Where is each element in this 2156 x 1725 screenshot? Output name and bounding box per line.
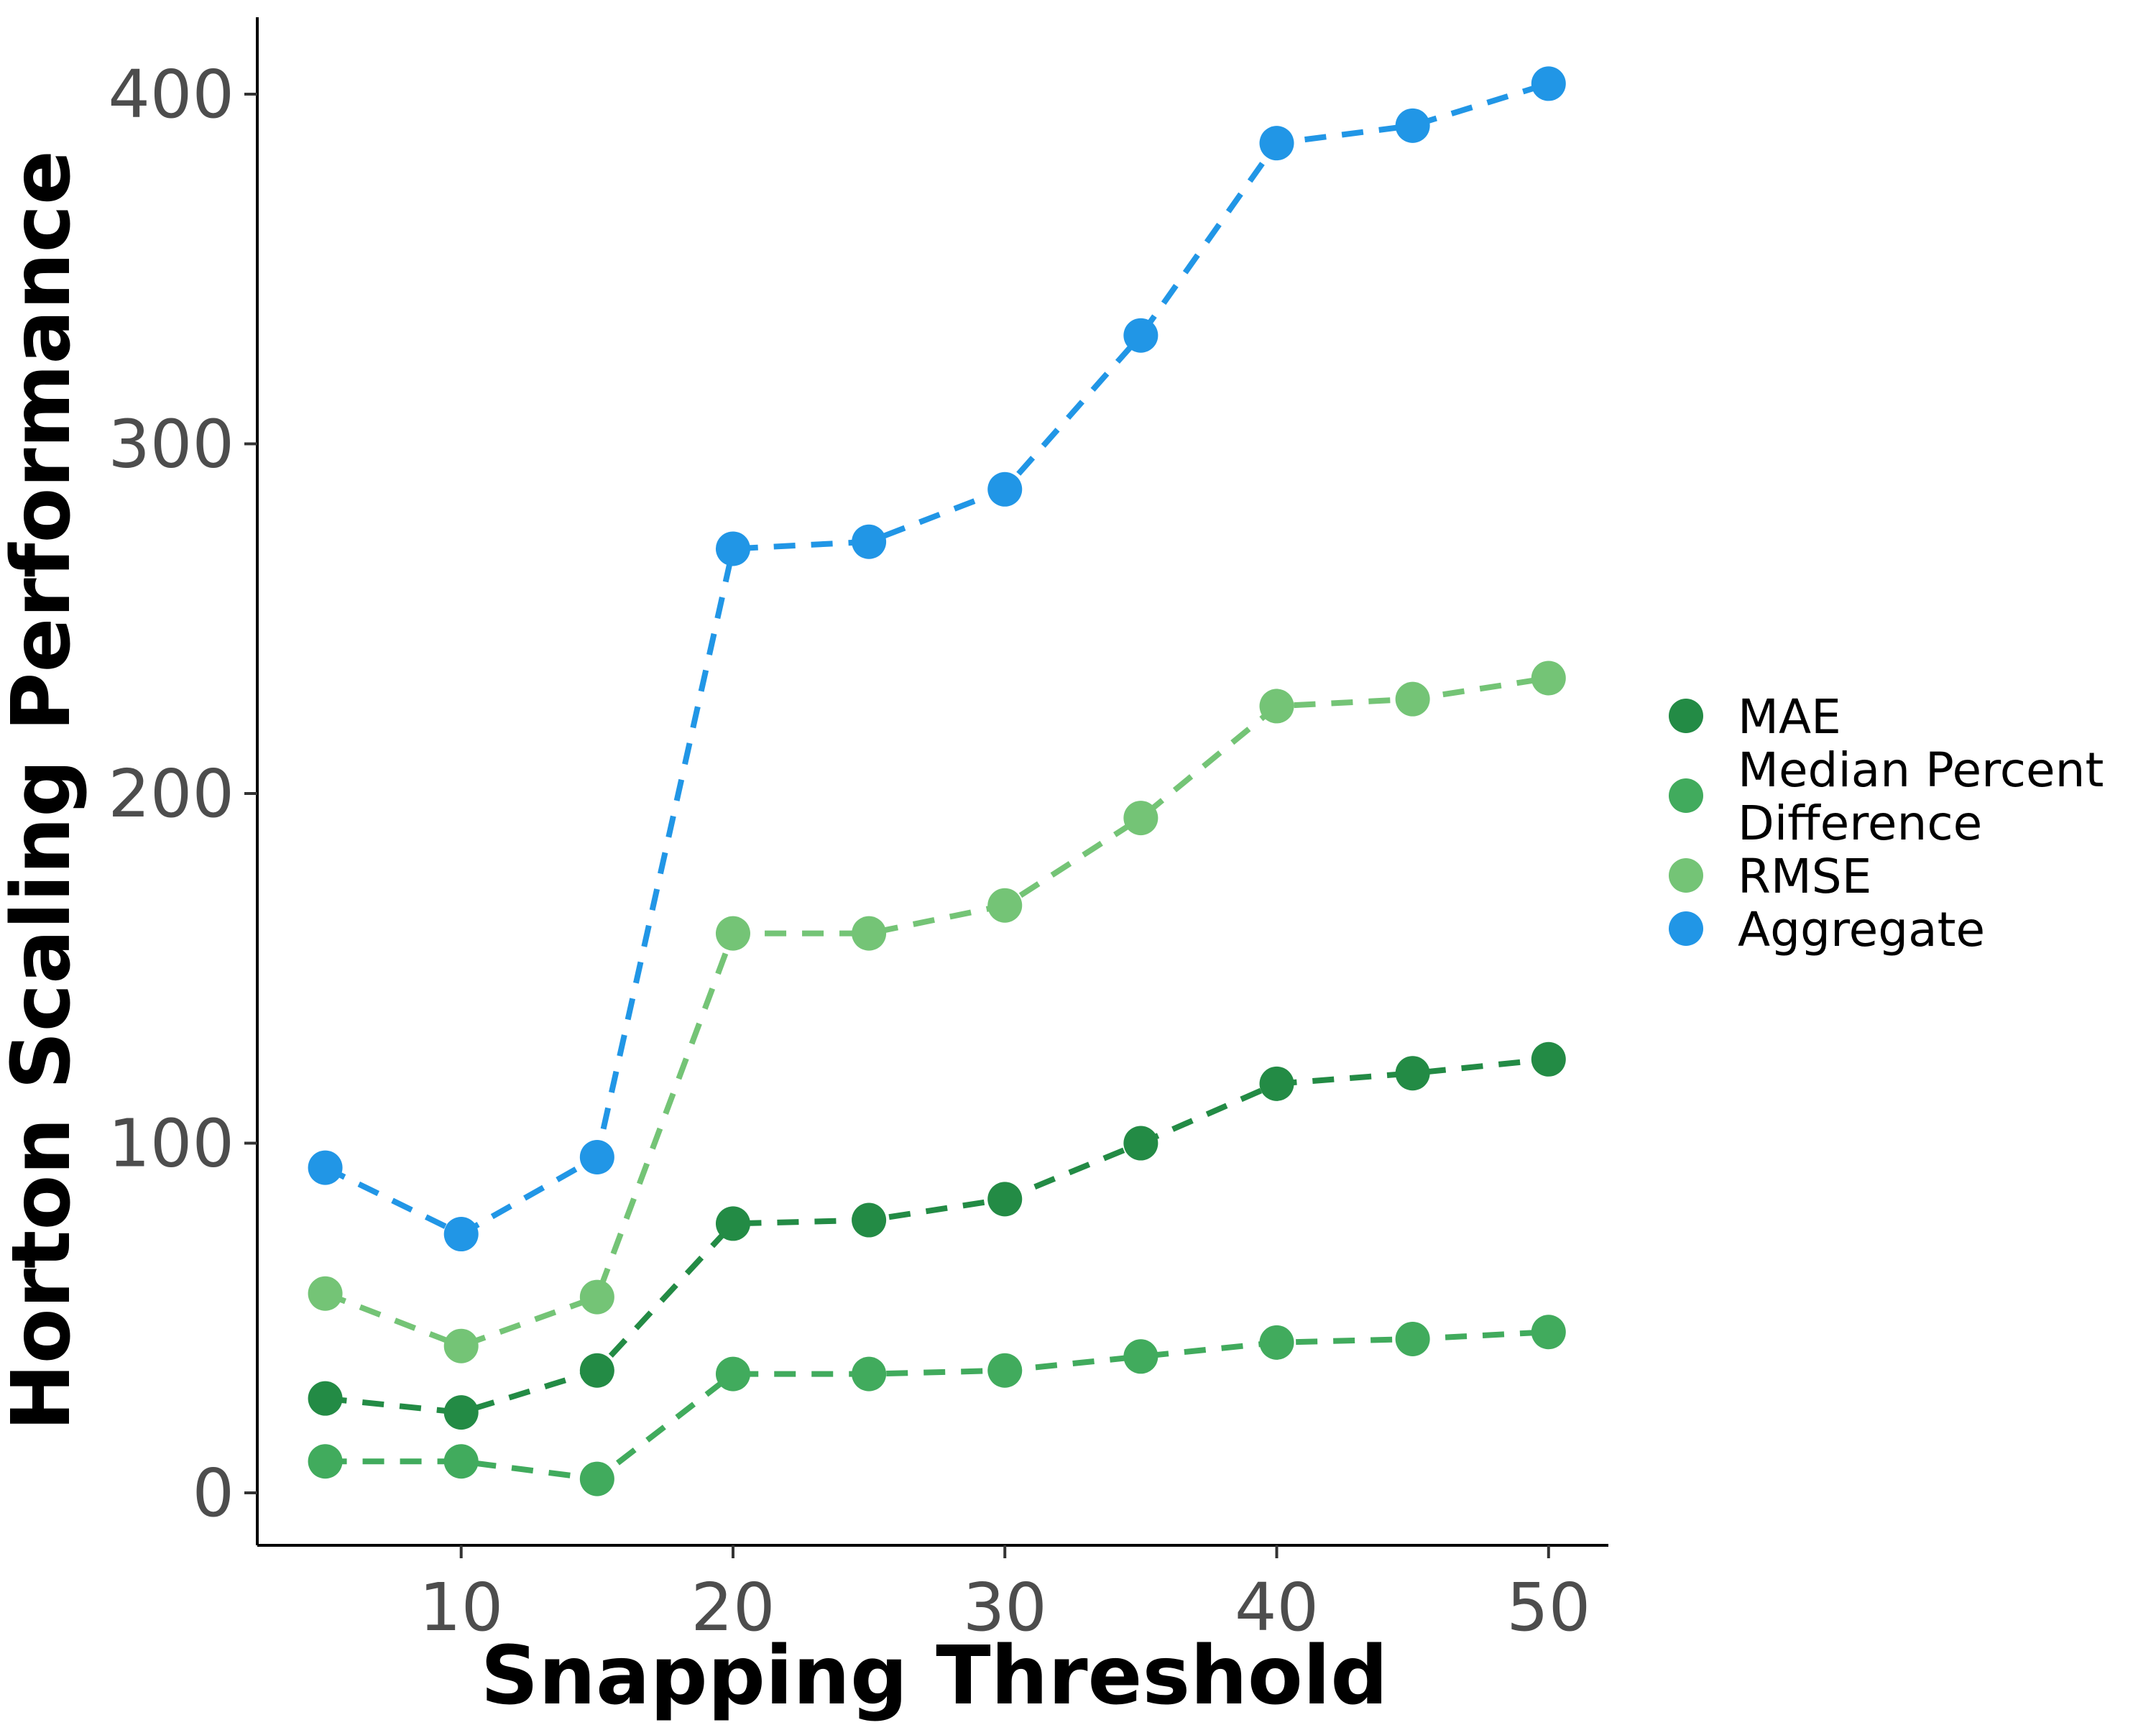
data-point-aggregate (987, 472, 1023, 507)
legend-key-marker (1669, 911, 1703, 946)
data-point-mae (1395, 1056, 1430, 1091)
data-point-mae (443, 1395, 479, 1430)
data-point-median-percent-difference (1395, 1321, 1430, 1356)
data-point-mae (1123, 1126, 1158, 1161)
legend-label: Median Percent Difference (1738, 742, 2104, 851)
series-rmse (308, 661, 1566, 1363)
data-point-aggregate (852, 524, 887, 559)
data-point-mae (1259, 1066, 1294, 1101)
data-point-rmse (852, 916, 887, 951)
y-tick-label: 300 (108, 406, 234, 483)
y-axis-title: Horton Scaling Performance (0, 150, 88, 1431)
legend-label: RMSE (1738, 849, 1871, 904)
data-point-aggregate (1123, 318, 1158, 353)
legend-key-marker (1669, 778, 1703, 813)
legend-key-marker (1669, 858, 1703, 893)
data-point-mae (715, 1206, 750, 1241)
axes-layer: 0 100 200 300 400 10 20 30 40 50 (108, 17, 1608, 1646)
data-point-median-percent-difference (308, 1444, 343, 1479)
x-tick-label: 20 (691, 1569, 775, 1646)
data-point-rmse (1531, 661, 1566, 696)
data-point-median-percent-difference (579, 1461, 614, 1496)
legend-label-line: MAE (1738, 689, 1841, 745)
x-axis-title: Snapping Threshold (481, 1629, 1388, 1723)
data-point-median-percent-difference (715, 1356, 750, 1392)
series-mae (308, 1041, 1566, 1430)
data-point-rmse (579, 1279, 614, 1315)
x-tick-label: 50 (1506, 1569, 1590, 1646)
x-tick-label: 40 (1235, 1569, 1319, 1646)
data-point-median-percent-difference (1123, 1339, 1158, 1374)
data-point-median-percent-difference (443, 1444, 479, 1479)
legend-label: Aggregate (1738, 902, 1985, 957)
data-point-aggregate (1531, 66, 1566, 101)
data-point-aggregate (443, 1217, 479, 1252)
legend-item-aggregate: Aggregate (1669, 902, 1985, 957)
y-tick-label: 400 (108, 56, 234, 133)
y-tick-label: 0 (192, 1455, 234, 1532)
series-aggregate (308, 66, 1566, 1252)
data-point-median-percent-difference (987, 1353, 1023, 1388)
data-point-rmse (443, 1328, 479, 1363)
data-point-median-percent-difference (852, 1356, 887, 1392)
series-layer (308, 66, 1566, 1496)
legend-label: MAE (1738, 689, 1841, 745)
data-point-aggregate (1395, 108, 1430, 143)
y-tick-label: 200 (108, 755, 234, 832)
legend-key-marker (1669, 699, 1703, 733)
data-point-rmse (1259, 689, 1294, 724)
x-tick-label: 10 (419, 1569, 503, 1646)
series-line-aggregate (323, 80, 1549, 1238)
data-point-mae (852, 1202, 887, 1238)
data-point-aggregate (715, 531, 750, 566)
data-point-aggregate (308, 1150, 343, 1185)
data-point-median-percent-difference (1531, 1315, 1566, 1350)
legend-label-line: Difference (1738, 796, 1982, 851)
data-point-median-percent-difference (1259, 1325, 1294, 1360)
data-point-rmse (308, 1276, 343, 1311)
data-point-aggregate (1259, 126, 1294, 161)
series-line-median-percent-difference (325, 1329, 1549, 1482)
legend-label-line: Aggregate (1738, 902, 1985, 957)
data-point-mae (308, 1381, 343, 1416)
data-point-aggregate (579, 1139, 614, 1174)
legend-item-rmse: RMSE (1669, 849, 1871, 904)
data-point-rmse (1123, 801, 1158, 836)
data-point-mae (579, 1353, 614, 1388)
data-point-rmse (1395, 681, 1430, 717)
series-line-rmse (324, 675, 1549, 1349)
data-point-rmse (715, 916, 750, 951)
legend-label-line: RMSE (1738, 849, 1871, 904)
data-point-rmse (987, 888, 1023, 923)
series-median-percent-difference (308, 1315, 1566, 1496)
legend-item-mae: MAE (1669, 689, 1841, 745)
legend-item-median-percent-difference: Median Percent Difference (1669, 742, 2104, 851)
series-line-mae (325, 1056, 1549, 1416)
y-tick-label: 100 (108, 1105, 234, 1182)
data-point-mae (1531, 1041, 1566, 1077)
x-tick-label: 30 (963, 1569, 1047, 1646)
legend-label-line: Median Percent (1738, 742, 2104, 798)
data-point-mae (987, 1182, 1023, 1217)
